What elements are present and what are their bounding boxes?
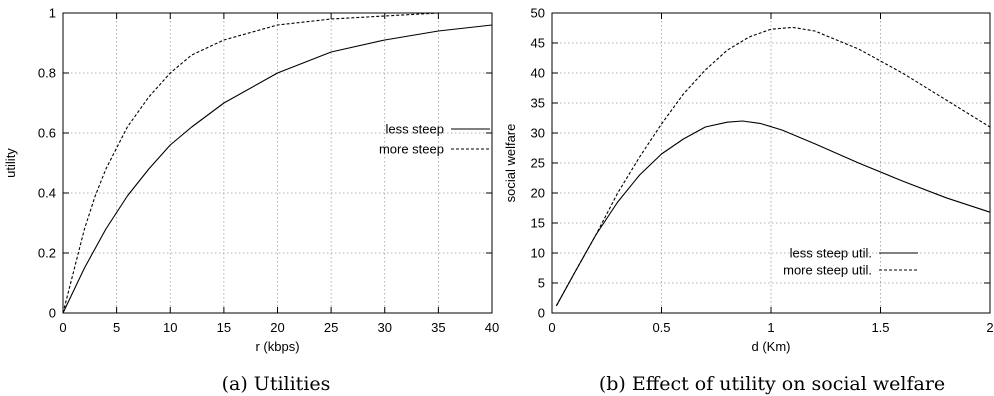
x-tick-label: 5 bbox=[113, 320, 120, 335]
y-tick-label: 0.6 bbox=[38, 126, 56, 141]
x-tick-label: 20 bbox=[270, 320, 284, 335]
y-axis-label: utility bbox=[3, 148, 18, 178]
series-line-more-steep bbox=[556, 27, 990, 305]
legend: less steep more steep bbox=[379, 122, 490, 157]
x-tick-label: 0 bbox=[59, 320, 66, 335]
y-tick-label: 25 bbox=[531, 156, 545, 171]
y-tick-label: 0.2 bbox=[38, 246, 56, 261]
legend-label: more steep util. bbox=[783, 263, 872, 278]
x-axis-label: r (kbps) bbox=[255, 339, 299, 354]
x-tick-label: 30 bbox=[378, 320, 392, 335]
y-tick-label: 10 bbox=[531, 246, 545, 261]
x-tick-label: 25 bbox=[324, 320, 338, 335]
x-tick-label: 15 bbox=[217, 320, 231, 335]
series-line-less-steep bbox=[556, 121, 990, 306]
x-tick-label: 0 bbox=[548, 320, 555, 335]
y-tick-label: 20 bbox=[531, 186, 545, 201]
y-tick-label: 15 bbox=[531, 216, 545, 231]
x-tick-label: 1 bbox=[767, 320, 774, 335]
y-tick-label: 5 bbox=[538, 276, 545, 291]
figure-caption: (a) Utilities bbox=[222, 373, 331, 395]
x-tick-label: 2 bbox=[986, 320, 993, 335]
y-tick-label: 0.8 bbox=[38, 66, 56, 81]
figure-caption: (b) Effect of utility on social welfare bbox=[599, 373, 945, 395]
x-tick-label: 40 bbox=[485, 320, 499, 335]
x-tick-label: 1.5 bbox=[871, 320, 889, 335]
x-tick-label: 35 bbox=[431, 320, 445, 335]
x-tick-label: 10 bbox=[163, 320, 177, 335]
legend-label: more steep bbox=[379, 142, 444, 157]
y-tick-label: 35 bbox=[531, 96, 545, 111]
y-tick-label: 0 bbox=[538, 306, 545, 321]
y-tick-label: 50 bbox=[531, 6, 545, 21]
legend: less steep util. more steep util. bbox=[783, 246, 918, 278]
y-tick-label: 45 bbox=[531, 36, 545, 51]
y-tick-label: 40 bbox=[531, 66, 545, 81]
y-tick-label: 0 bbox=[49, 306, 56, 321]
x-tick-label: 0.5 bbox=[652, 320, 670, 335]
chart-utilities: 0 5 10 15 20 25 30 35 40 0 0.2 0.4 0.6 0.8 1 r (kbps) ut… bbox=[3, 6, 499, 396]
y-axis-label: social welfare bbox=[503, 124, 518, 203]
y-tick-label: 30 bbox=[531, 126, 545, 141]
legend-label: less steep bbox=[385, 122, 444, 137]
y-tick-label: 1 bbox=[49, 6, 56, 21]
y-tick-label: 0.4 bbox=[38, 186, 56, 201]
legend-label: less steep util. bbox=[790, 246, 872, 261]
x-axis-label: d (Km) bbox=[752, 339, 791, 354]
